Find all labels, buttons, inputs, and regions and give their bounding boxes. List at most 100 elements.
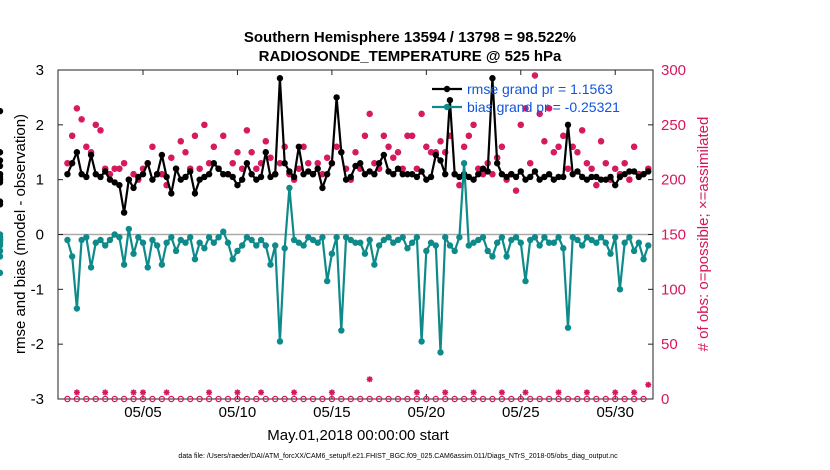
obs-assimilated-point	[357, 165, 364, 172]
obs-possible-zero-point	[423, 395, 430, 403]
x-tick-label: 05/15	[313, 404, 351, 421]
bias-point	[527, 236, 534, 244]
obs-assimilated-zero-point	[130, 389, 137, 396]
obs-assimilated-zero-point	[631, 389, 638, 396]
obs-assimilated-point	[276, 160, 283, 167]
obs-assimilated-point	[73, 105, 80, 112]
y2-tick-label: 200	[661, 172, 686, 189]
rmse-point	[630, 168, 638, 175]
rmse-point	[456, 173, 463, 181]
rmse-point	[536, 176, 543, 183]
obs-assimilated-point	[191, 132, 198, 139]
bias-point	[489, 253, 496, 260]
bias-point	[607, 250, 614, 257]
obs-possible-zero-point	[130, 395, 137, 403]
bias-point	[456, 234, 463, 241]
bias-point	[187, 234, 194, 241]
obs-assimilated-point	[234, 149, 241, 156]
bias-point	[210, 239, 218, 246]
rmse-point	[97, 173, 104, 181]
bias-point	[626, 234, 633, 241]
bias-point	[83, 234, 90, 241]
bias-point	[205, 234, 213, 241]
rmse-point	[503, 173, 510, 181]
obs-assimilated-point	[78, 116, 85, 123]
obs-assimilated-point	[343, 165, 350, 172]
rmse-point	[498, 170, 506, 178]
rmse-point	[333, 94, 340, 101]
bias-point	[479, 234, 487, 241]
obs-assimilated-zero-point	[366, 376, 373, 383]
obs-possible-zero-point	[574, 395, 581, 403]
bias-point	[286, 184, 293, 192]
rmse-point	[182, 173, 189, 181]
obs-possible-zero-point	[517, 395, 525, 403]
rmse-point	[153, 170, 161, 178]
bias-point	[0, 269, 4, 277]
x-axis-label: May.01,2018 00:00:00 start	[267, 427, 449, 444]
bias-point	[408, 239, 416, 246]
obs-assimilated-point	[555, 143, 562, 150]
rmse-point	[220, 170, 227, 178]
obs-possible-zero-point	[328, 395, 336, 403]
obs-possible-zero-point	[536, 395, 543, 403]
rmse-point	[626, 168, 633, 175]
obs-possible-zero-point	[224, 395, 232, 403]
obs-assimilated-zero-point	[413, 389, 420, 396]
legend-rmse-marker	[443, 85, 451, 93]
rmse-point	[437, 157, 444, 164]
bias-point	[68, 253, 76, 260]
bias-point	[399, 234, 406, 241]
obs-assimilated-point	[262, 138, 269, 145]
obs-assimilated-point	[376, 165, 383, 172]
obs-assimilated-point	[300, 143, 307, 150]
bias-point	[593, 239, 600, 246]
obs-assimilated-point	[196, 165, 203, 172]
rmse-point	[517, 168, 524, 175]
bias-point	[371, 261, 378, 268]
bias-point	[465, 242, 473, 249]
obs-assimilated-point	[536, 110, 543, 117]
rmse-point	[272, 170, 279, 178]
bias-point	[314, 239, 321, 246]
obs-assimilated-point	[158, 171, 165, 178]
bias-point	[253, 242, 260, 249]
obs-possible-zero-point	[564, 395, 572, 403]
obs-assimilated-zero-point	[102, 389, 109, 396]
bias-point	[201, 245, 208, 252]
rmse-point	[205, 170, 213, 178]
rmse-point	[111, 179, 118, 186]
bias-point	[630, 247, 638, 255]
obs-assimilated-zero-point	[140, 389, 146, 396]
obs-assimilated-point	[560, 132, 567, 139]
obs-possible-zero-point	[385, 395, 392, 403]
bias-point	[224, 239, 232, 246]
y2-tick-label: 300	[661, 62, 686, 79]
rmse-point	[394, 165, 402, 172]
obs-assimilated-point	[546, 105, 553, 112]
rmse-point	[550, 176, 558, 183]
obs-assimilated-point	[541, 138, 548, 145]
obs-assimilated-point	[385, 143, 392, 150]
y-axis-label: rmse and bias (model - observation)	[12, 114, 29, 354]
rmse-point	[144, 160, 151, 167]
obs-possible-zero-point	[338, 395, 345, 403]
obs-assimilated-point	[446, 132, 453, 139]
rmse-point	[257, 173, 265, 181]
bias-point	[191, 255, 199, 263]
bias-point	[460, 160, 468, 167]
obs-assimilated-zero-point	[258, 389, 265, 396]
chart-title-line1: Southern Hemisphere 13594 / 13798 = 98.5…	[244, 29, 576, 46]
obs-assimilated-point	[465, 132, 472, 139]
obs-assimilated-point	[121, 160, 128, 167]
y-tick-label: 3	[36, 62, 44, 79]
obs-possible-zero-point	[356, 395, 364, 403]
bias-point	[328, 250, 336, 257]
rmse-point	[645, 168, 652, 175]
rmse-point	[68, 160, 76, 167]
rmse-point	[0, 149, 4, 156]
bias-point	[182, 239, 189, 246]
rmse-point	[404, 170, 411, 178]
rmse-point	[602, 176, 609, 183]
rmse-point	[267, 173, 274, 181]
